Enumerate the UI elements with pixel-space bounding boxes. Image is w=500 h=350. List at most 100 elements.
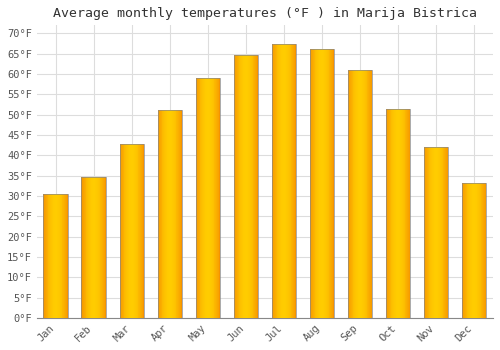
Bar — [462, 183, 486, 318]
Bar — [364, 70, 365, 318]
Bar — [130, 144, 131, 318]
Bar — [244, 55, 245, 318]
Bar — [216, 78, 217, 318]
Bar — [59, 194, 60, 318]
Bar — [274, 44, 275, 318]
Bar — [210, 78, 211, 318]
Bar — [137, 144, 138, 318]
Bar — [482, 183, 483, 318]
Bar — [469, 183, 470, 318]
Bar — [51, 194, 52, 318]
Bar — [432, 147, 434, 318]
Bar — [103, 177, 104, 318]
Bar — [394, 110, 396, 318]
Bar — [131, 144, 132, 318]
Bar — [279, 44, 280, 318]
Bar — [92, 177, 93, 318]
Bar — [196, 78, 220, 318]
Bar — [132, 144, 134, 318]
Bar — [424, 147, 448, 318]
Bar — [48, 194, 49, 318]
Bar — [176, 110, 178, 318]
Bar — [122, 144, 123, 318]
Bar — [288, 44, 289, 318]
Bar — [386, 110, 410, 318]
Bar — [278, 44, 279, 318]
Bar — [56, 194, 58, 318]
Bar — [427, 147, 428, 318]
Bar — [45, 194, 46, 318]
Bar — [431, 147, 432, 318]
Bar — [211, 78, 212, 318]
Bar — [272, 44, 273, 318]
Bar — [440, 147, 441, 318]
Bar — [441, 147, 442, 318]
Bar — [198, 78, 199, 318]
Bar — [397, 110, 398, 318]
Bar — [136, 144, 137, 318]
Bar — [165, 110, 166, 318]
Bar — [430, 147, 431, 318]
Bar — [462, 183, 464, 318]
Bar — [386, 110, 388, 318]
Bar — [161, 110, 162, 318]
Bar — [159, 110, 160, 318]
Bar — [327, 49, 328, 318]
Bar — [175, 110, 176, 318]
Bar — [248, 55, 249, 318]
Bar — [82, 177, 106, 318]
Bar — [473, 183, 474, 318]
Bar — [285, 44, 286, 318]
Bar — [142, 144, 144, 318]
Bar — [158, 110, 159, 318]
Bar — [162, 110, 164, 318]
Bar — [197, 78, 198, 318]
Bar — [402, 110, 403, 318]
Bar — [252, 55, 254, 318]
Bar — [213, 78, 214, 318]
Bar — [120, 144, 144, 318]
Bar — [444, 147, 445, 318]
Bar — [179, 110, 180, 318]
Bar — [82, 177, 83, 318]
Bar — [55, 194, 56, 318]
Bar — [396, 110, 397, 318]
Bar — [472, 183, 473, 318]
Bar — [435, 147, 436, 318]
Bar — [208, 78, 210, 318]
Bar — [321, 49, 322, 318]
Bar — [124, 144, 126, 318]
Bar — [66, 194, 68, 318]
Bar — [352, 70, 354, 318]
Bar — [284, 44, 285, 318]
Bar — [207, 78, 208, 318]
Bar — [359, 70, 360, 318]
Bar — [170, 110, 172, 318]
Bar — [404, 110, 406, 318]
Bar — [254, 55, 255, 318]
Bar — [355, 70, 356, 318]
Bar — [317, 49, 318, 318]
Bar — [164, 110, 165, 318]
Bar — [356, 70, 358, 318]
Bar — [138, 144, 140, 318]
Bar — [390, 110, 392, 318]
Bar — [272, 44, 296, 318]
Title: Average monthly temperatures (°F ) in Marija Bistrica: Average monthly temperatures (°F ) in Ma… — [53, 7, 477, 20]
Bar — [96, 177, 97, 318]
Bar — [65, 194, 66, 318]
Bar — [286, 44, 287, 318]
Bar — [54, 194, 55, 318]
Bar — [350, 70, 351, 318]
Bar — [438, 147, 440, 318]
Bar — [199, 78, 200, 318]
Bar — [204, 78, 206, 318]
Bar — [246, 55, 248, 318]
Bar — [49, 194, 50, 318]
Bar — [465, 183, 466, 318]
Bar — [174, 110, 175, 318]
Bar — [464, 183, 465, 318]
Bar — [310, 49, 312, 318]
Bar — [370, 70, 372, 318]
Bar — [234, 55, 258, 318]
